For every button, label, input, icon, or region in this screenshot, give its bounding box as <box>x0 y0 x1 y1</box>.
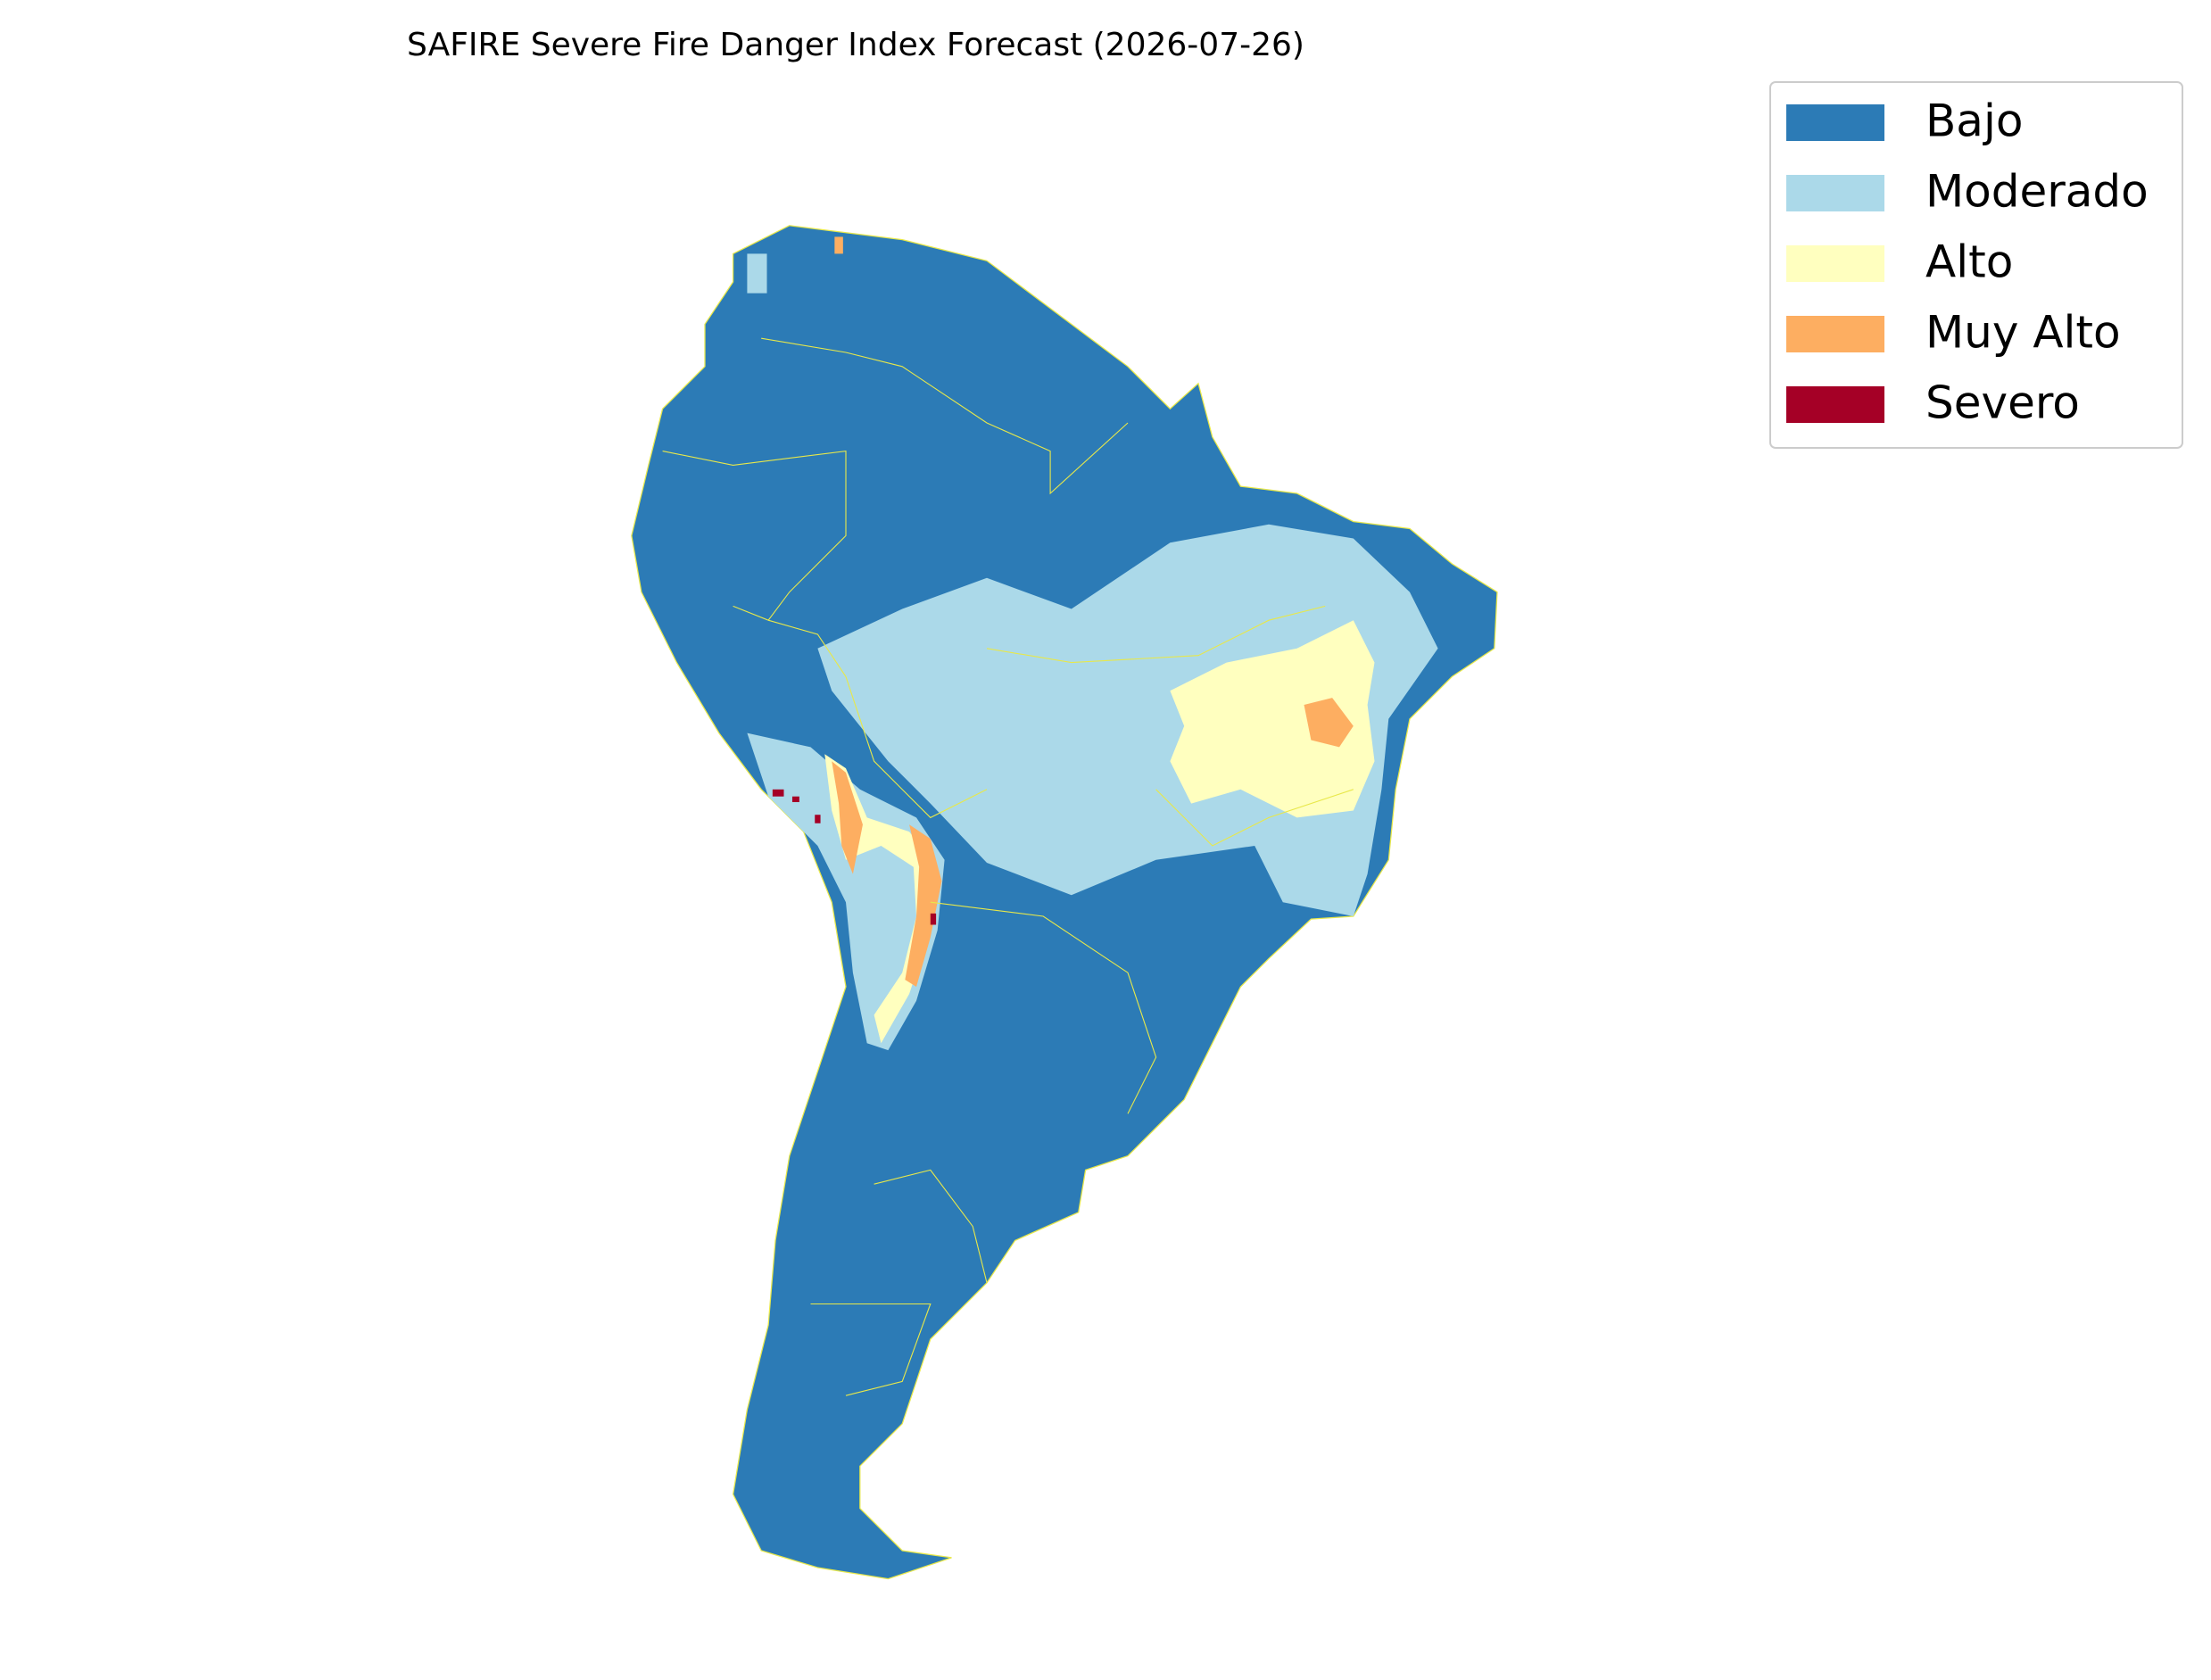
andes-muy-alto <box>832 761 942 987</box>
legend-label: Bajo <box>1925 95 2023 147</box>
legend-swatch <box>1786 175 1884 211</box>
legend: Bajo Moderado Alto Muy Alto Severo <box>1769 81 2183 449</box>
legend-box <box>1769 81 2183 449</box>
border <box>874 1169 988 1283</box>
legend-label: Alto <box>1925 236 2013 288</box>
severo-patch <box>791 796 799 803</box>
border <box>1155 789 1354 847</box>
border <box>986 605 1326 664</box>
legend-label: Moderado <box>1925 166 2149 218</box>
land-bajo <box>631 225 1498 1580</box>
borders <box>662 337 1354 1396</box>
border <box>767 619 988 819</box>
legend-swatch <box>1786 245 1884 282</box>
muy-alto-patch <box>834 236 843 254</box>
legend-swatch <box>1786 386 1884 423</box>
border <box>930 901 1157 1114</box>
border <box>810 1303 932 1396</box>
legend-swatch <box>1786 104 1884 141</box>
moderado-patch <box>747 253 767 294</box>
severo-patch <box>930 913 937 925</box>
legend-swatch <box>1786 316 1884 352</box>
map-title: SAFIRE Severe Fire Danger Index Forecast… <box>407 27 1304 63</box>
legend-label: Muy Alto <box>1925 307 2121 359</box>
region-moderado <box>817 524 1438 916</box>
severo-patch <box>815 815 821 823</box>
andes-moderado <box>747 732 945 1051</box>
region-muy-alto <box>1304 698 1354 748</box>
severo-patch <box>772 789 784 797</box>
border <box>761 337 1129 495</box>
map <box>631 225 1498 1580</box>
region-alto <box>1170 620 1375 818</box>
legend-label: Severo <box>1925 377 2080 429</box>
